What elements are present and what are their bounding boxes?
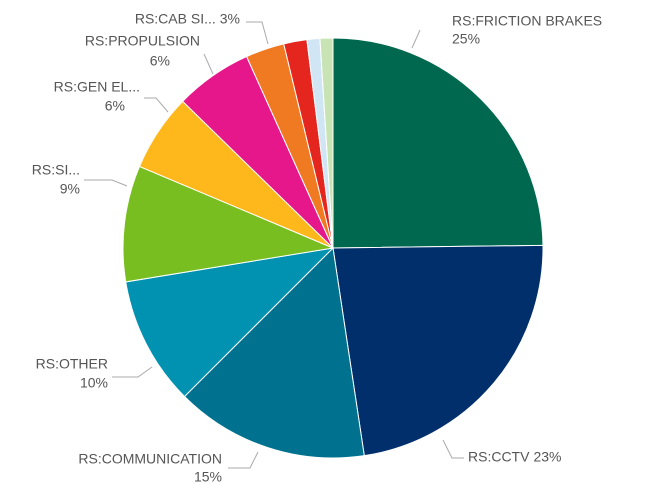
leader-line bbox=[442, 439, 464, 459]
pie-slice bbox=[125, 247, 335, 398]
slice-value-label: 10% bbox=[80, 375, 108, 391]
leader-line bbox=[203, 53, 214, 75]
slice-label: RS:GEN EL... bbox=[54, 79, 140, 95]
slice-value-label: 3% bbox=[220, 11, 240, 27]
slice-label: RS:CCTV bbox=[468, 449, 530, 465]
leader-line bbox=[411, 29, 421, 49]
leader-line bbox=[144, 97, 169, 113]
slice-value-label: 6% bbox=[150, 53, 170, 69]
pie-slice bbox=[332, 37, 544, 249]
leader-line bbox=[84, 179, 128, 187]
slice-label: RS:SI... bbox=[32, 162, 80, 178]
leader-line bbox=[246, 21, 269, 45]
slice-label: RS:FRICTION BRAKES bbox=[452, 13, 602, 29]
pie-slice bbox=[319, 37, 334, 249]
pie-slice bbox=[122, 165, 335, 283]
slice-value-label: 9% bbox=[60, 181, 80, 197]
pie-slice bbox=[332, 244, 544, 457]
slice-label: RS:PROPULSION bbox=[85, 33, 200, 49]
leader-line bbox=[228, 451, 259, 469]
slice-label: RS:CAB SI... bbox=[135, 11, 216, 27]
pie-slice bbox=[183, 246, 365, 459]
slice-label: RS:OTHER bbox=[36, 356, 108, 372]
slice-value-label: 15% bbox=[194, 469, 222, 485]
slice-label: RS:COMMUNICATION bbox=[78, 451, 222, 467]
slice-value-label: 23% bbox=[533, 449, 561, 465]
leader-line bbox=[112, 366, 153, 378]
slice-value-label: 6% bbox=[105, 98, 125, 114]
slice-value-label: 25% bbox=[452, 31, 480, 47]
